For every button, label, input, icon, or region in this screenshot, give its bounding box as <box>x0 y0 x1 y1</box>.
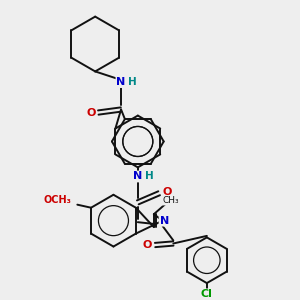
Text: N: N <box>116 77 126 87</box>
Text: Cl: Cl <box>201 289 213 299</box>
Text: H: H <box>128 77 137 87</box>
Text: O: O <box>143 240 152 250</box>
Text: O: O <box>162 187 171 197</box>
Text: N: N <box>133 172 142 182</box>
Text: CH₃: CH₃ <box>162 196 179 205</box>
Text: OCH₃: OCH₃ <box>44 195 71 205</box>
Text: H: H <box>145 172 154 182</box>
Text: N: N <box>160 216 169 226</box>
Text: O: O <box>87 107 96 118</box>
